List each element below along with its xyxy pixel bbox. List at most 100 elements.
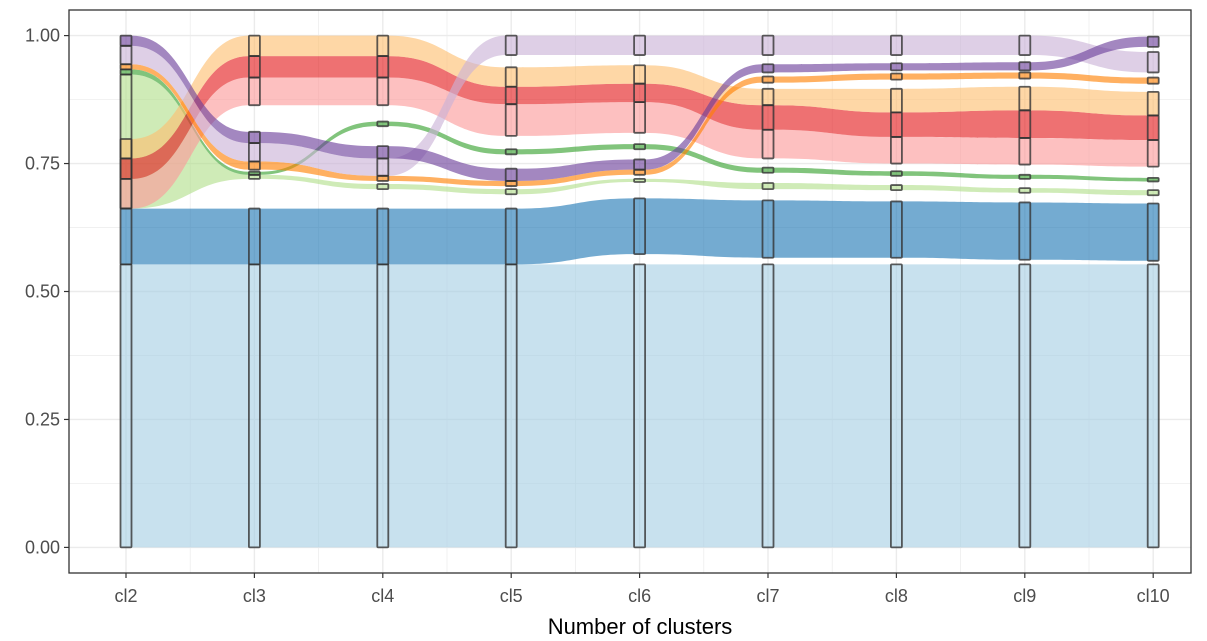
flow-band-cap-8-4 bbox=[634, 35, 646, 56]
cluster-block-7-cl7 bbox=[761, 75, 775, 84]
flow-band-cap-5-0 bbox=[120, 158, 132, 179]
flow-band-cap-0-7 bbox=[1019, 264, 1031, 548]
x-tick-label-cl9: cl9 bbox=[1013, 586, 1036, 606]
flow-band-cap-1-2 bbox=[377, 208, 389, 265]
flow-band-cap-3-1 bbox=[248, 171, 260, 175]
cluster-block-9-cl7 bbox=[761, 63, 775, 74]
flow-band-cap-9-3 bbox=[505, 168, 517, 181]
flow-band-1-7 bbox=[1030, 202, 1148, 261]
flow-band-cap-3-0 bbox=[120, 69, 132, 75]
flow-band-cap-9-5 bbox=[762, 64, 774, 73]
flow-band-1-2 bbox=[388, 208, 506, 265]
cluster-block-9-cl6 bbox=[633, 158, 646, 171]
flow-band-cap-0-8 bbox=[1147, 264, 1159, 548]
cluster-block-1-cl7 bbox=[761, 199, 775, 259]
flow-band-5-6 bbox=[901, 110, 1020, 138]
flow-band-0-5 bbox=[773, 264, 891, 548]
flow-band-0-2 bbox=[388, 264, 506, 548]
flow-band-cap-4-5 bbox=[762, 129, 774, 159]
flow-band-2-7 bbox=[1030, 188, 1148, 196]
flow-band-4-1 bbox=[259, 77, 378, 106]
flow-band-2-1 bbox=[259, 174, 378, 190]
x-tick-label-cl10: cl10 bbox=[1137, 586, 1170, 606]
flow-band-cap-4-8 bbox=[1147, 140, 1159, 167]
flow-band-cap-5-5 bbox=[762, 105, 774, 130]
cluster-block-6-cl8 bbox=[890, 87, 903, 114]
flow-band-cap-2-6 bbox=[890, 185, 902, 191]
flow-band-1-3 bbox=[516, 198, 635, 265]
flow-band-cap-1-8 bbox=[1147, 203, 1159, 261]
flow-band-cap-5-7 bbox=[1019, 110, 1031, 138]
flow-band-cap-6-2 bbox=[377, 35, 389, 57]
cluster-block-9-cl9 bbox=[1018, 61, 1032, 72]
y-axis: 0.00 0.25 0.50 0.75 1.00 bbox=[25, 26, 69, 557]
flow-band-cap-4-7 bbox=[1019, 137, 1031, 165]
flow-band-cap-6-4 bbox=[634, 65, 646, 84]
flow-band-3-7 bbox=[1030, 174, 1148, 182]
flow-band-9-4 bbox=[645, 64, 763, 170]
cluster-block-8-cl5 bbox=[504, 34, 518, 56]
flow-band-cap-9-0 bbox=[120, 35, 132, 46]
flow-band-0-0 bbox=[131, 264, 249, 548]
flow-band-cap-3-4 bbox=[634, 144, 646, 150]
flow-band-cap-2-1 bbox=[248, 174, 260, 179]
flow-band-4-0 bbox=[131, 77, 249, 209]
flow-band-cap-1-6 bbox=[890, 201, 902, 258]
flow-band-cap-3-5 bbox=[762, 167, 774, 173]
cluster-block-3-cl7 bbox=[761, 166, 775, 174]
cluster-block-1-cl10 bbox=[1146, 202, 1160, 262]
x-tick-label-cl8: cl8 bbox=[885, 586, 908, 606]
flow-band-cap-8-3 bbox=[505, 35, 517, 56]
flow-band-cap-3-8 bbox=[1147, 177, 1159, 182]
cluster-block-9-cl10 bbox=[1146, 35, 1160, 48]
flow-band-cap-4-6 bbox=[890, 136, 902, 164]
flow-band-6-4 bbox=[645, 65, 763, 106]
cluster-block-0-cl6 bbox=[633, 263, 646, 549]
y-tick-label-2: 0.50 bbox=[25, 282, 60, 302]
flow-band-cap-6-6 bbox=[890, 88, 902, 113]
flow-band-8-6 bbox=[901, 35, 1020, 56]
flow-band-6-2 bbox=[388, 35, 506, 87]
flow-band-cap-2-2 bbox=[377, 184, 389, 190]
flow-band-cap-4-1 bbox=[248, 77, 260, 106]
cluster-block-6-cl4 bbox=[376, 34, 390, 57]
flow-band-9-6 bbox=[901, 62, 1020, 71]
flow-band-cap-3-6 bbox=[890, 171, 902, 176]
flow-band-cap-7-6 bbox=[890, 73, 902, 80]
cluster-block-3-cl8 bbox=[890, 170, 903, 177]
cluster-block-7-cl10 bbox=[1146, 76, 1160, 85]
flow-band-0-7 bbox=[1030, 264, 1148, 548]
flow-band-cap-4-2 bbox=[377, 77, 389, 106]
flow-band-cap-4-3 bbox=[505, 104, 517, 136]
x-tick-label-cl7: cl7 bbox=[756, 586, 779, 606]
flow-band-cap-7-5 bbox=[762, 76, 774, 83]
cluster-block-3-cl6 bbox=[633, 143, 646, 151]
cluster-block-2-cl7 bbox=[761, 182, 775, 191]
flow-band-cap-5-3 bbox=[505, 86, 517, 105]
flow-band-3-3 bbox=[516, 144, 635, 155]
flow-band-cap-0-0 bbox=[120, 264, 132, 548]
flow-band-5-2 bbox=[388, 56, 506, 105]
cluster-block-6-cl5 bbox=[504, 66, 518, 88]
flow-band-8-3 bbox=[516, 35, 635, 56]
flow-band-0-3 bbox=[516, 264, 635, 548]
flow-band-cap-2-7 bbox=[1019, 188, 1031, 193]
flow-band-cap-5-1 bbox=[248, 56, 260, 78]
cluster-block-9-cl2 bbox=[119, 34, 133, 47]
x-tick-label-cl5: cl5 bbox=[500, 586, 523, 606]
x-tick-label-cl4: cl4 bbox=[371, 586, 394, 606]
flow-band-5-7 bbox=[1030, 110, 1148, 141]
flow-band-8-2 bbox=[388, 35, 506, 176]
flow-band-9-0 bbox=[131, 35, 249, 144]
flow-band-cap-9-6 bbox=[890, 63, 902, 71]
flow-band-cap-7-1 bbox=[248, 161, 260, 170]
flow-band-0-1 bbox=[259, 264, 378, 548]
cluster-block-3-cl10 bbox=[1146, 176, 1160, 183]
flow-band-cap-1-4 bbox=[634, 198, 646, 255]
flow-band-5-3 bbox=[516, 83, 635, 105]
cluster-block-0-cl7 bbox=[761, 263, 775, 549]
flow-band-cap-2-3 bbox=[505, 189, 517, 195]
flow-band-cap-6-3 bbox=[505, 67, 517, 87]
flow-band-cap-0-3 bbox=[505, 264, 517, 548]
flow-band-cap-7-7 bbox=[1019, 72, 1031, 79]
